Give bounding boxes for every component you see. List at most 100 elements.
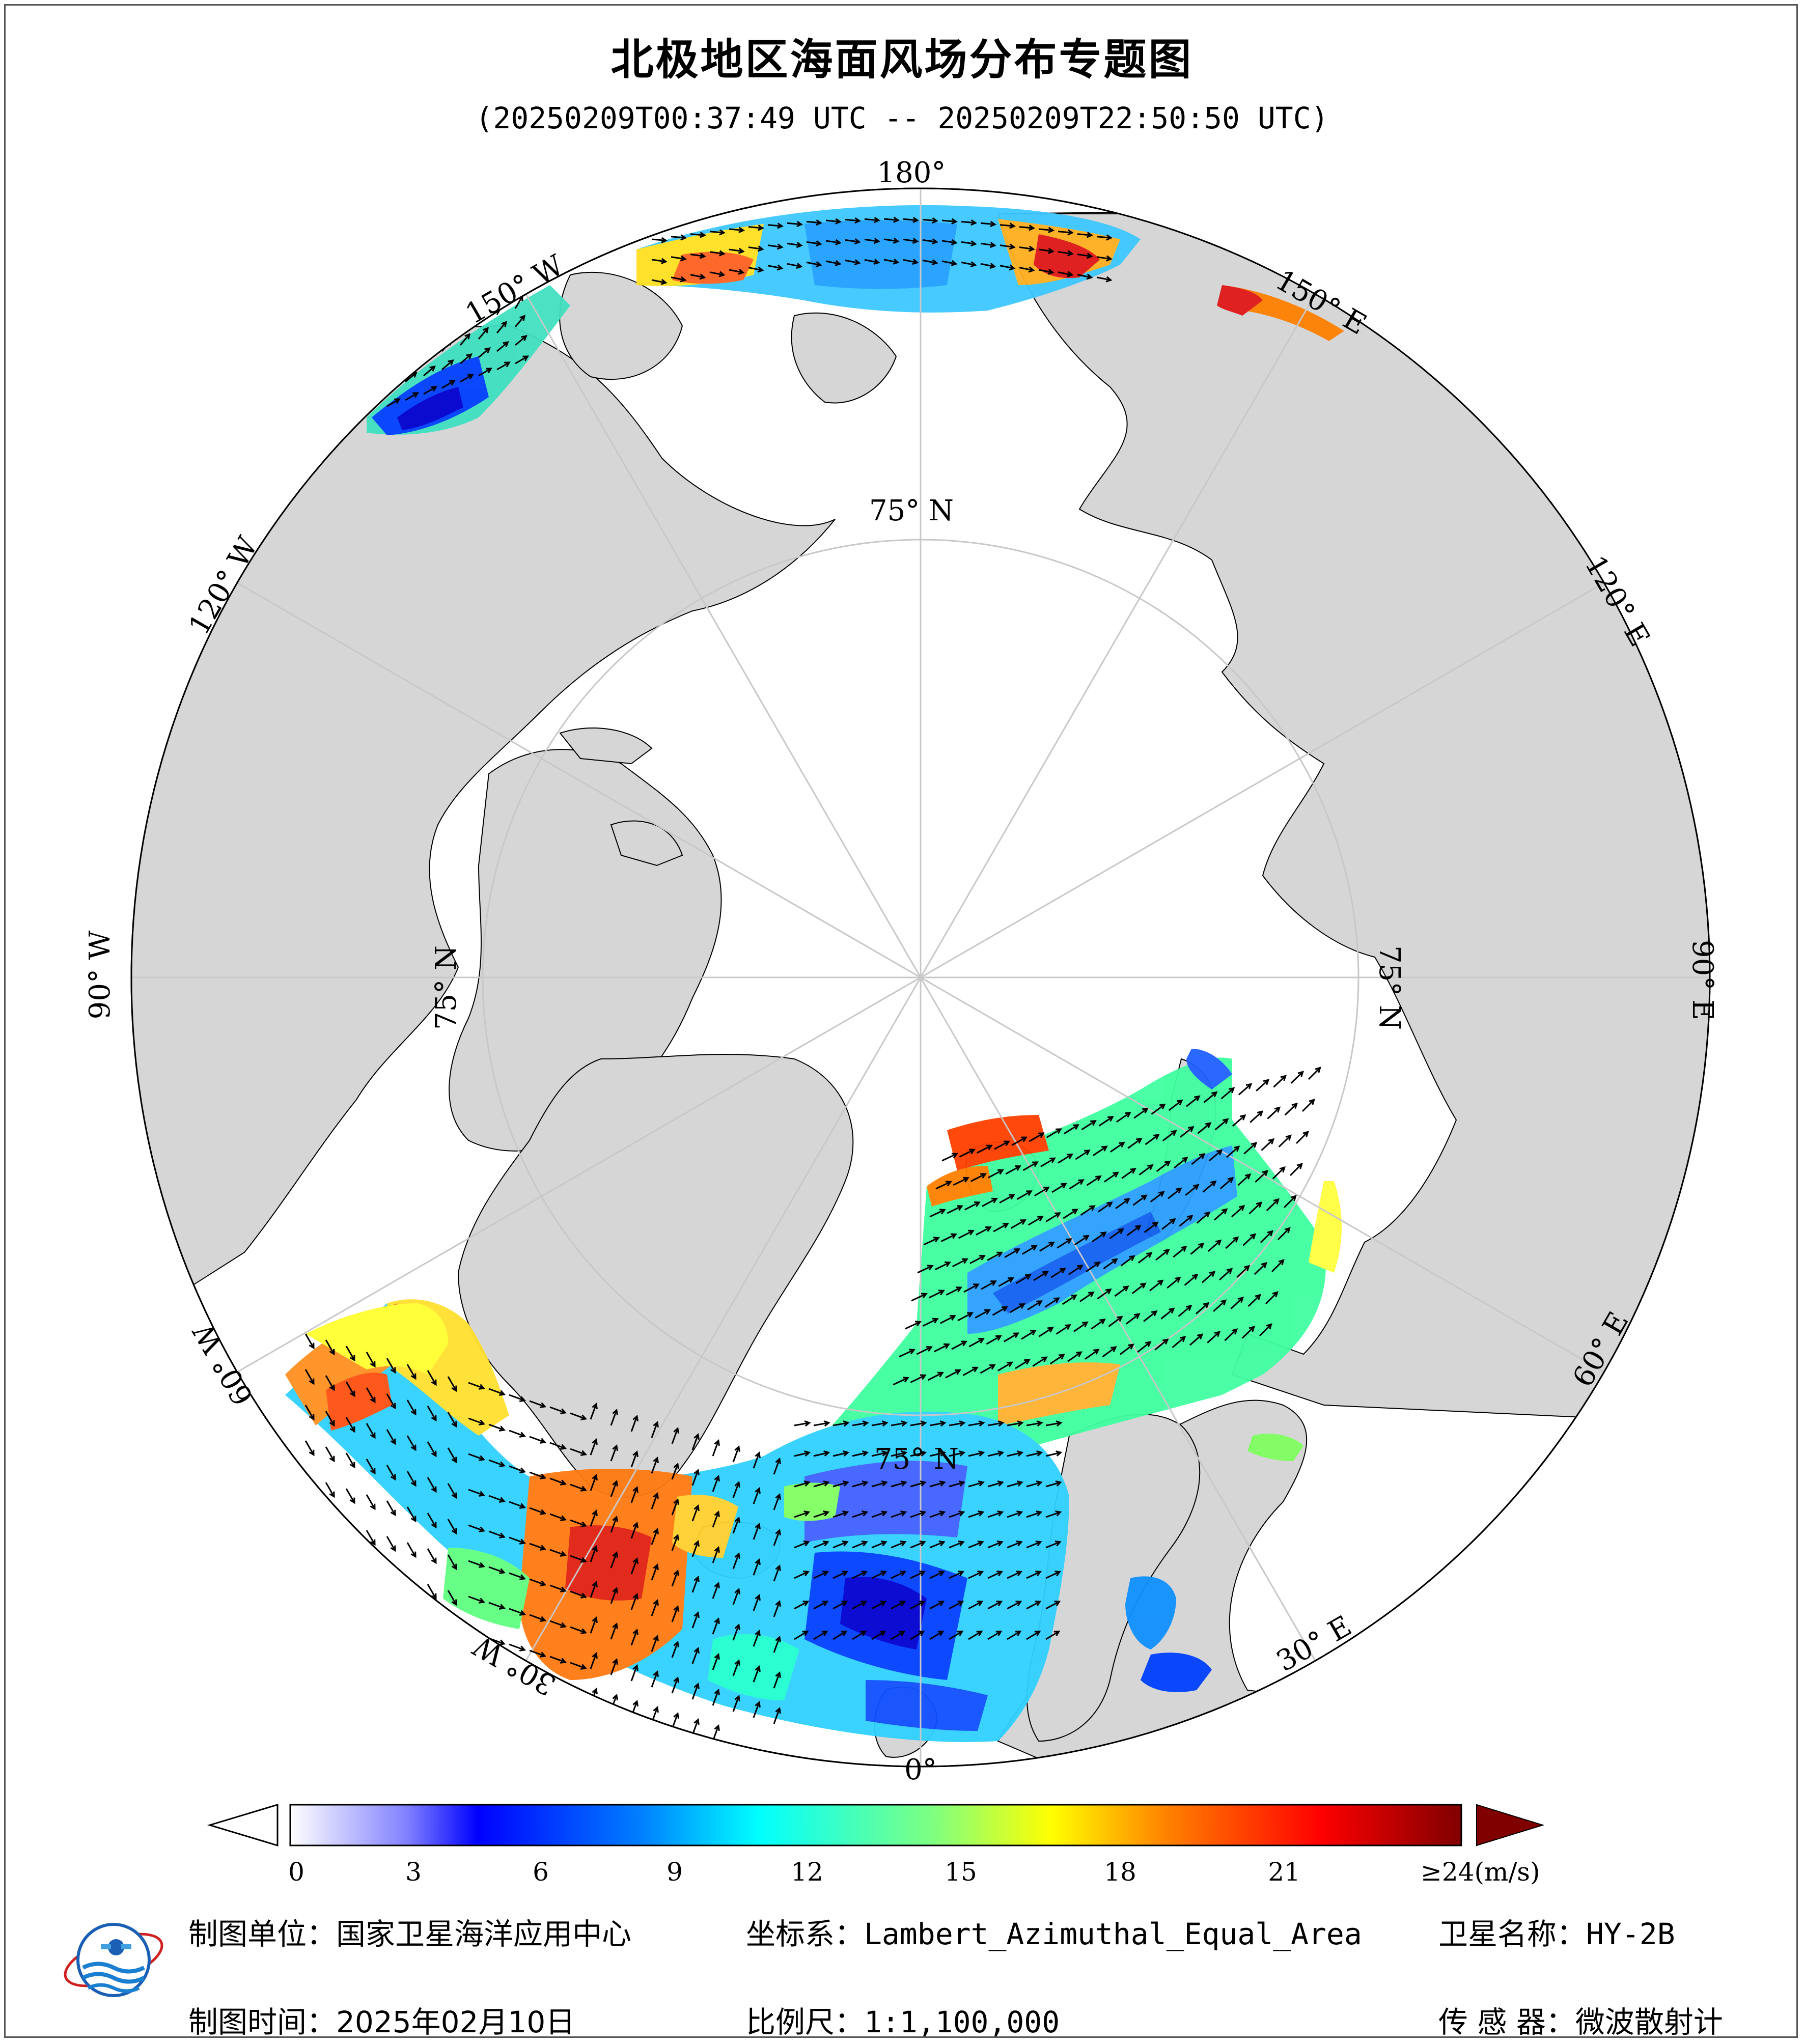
wind-arrow (1091, 1319, 1106, 1330)
wind-arrow (459, 313, 468, 327)
wind-arrow (1185, 1184, 1200, 1196)
wind-arrow (671, 255, 687, 262)
wind-arrow (1069, 1179, 1085, 1190)
wind-arrow (441, 359, 454, 371)
wind-arrow (939, 1315, 956, 1324)
wind-arrow (946, 1286, 962, 1296)
wind-arrow (949, 1510, 965, 1518)
wind-arrow (1019, 245, 1035, 252)
land-alaska (559, 271, 683, 380)
wind-arrow (1114, 1285, 1129, 1297)
wind-arrow (529, 1507, 547, 1515)
wind-arrow (813, 1541, 829, 1549)
wind-arrow (852, 1571, 868, 1579)
wind-arrow (549, 1442, 567, 1450)
wind-arrow (1110, 1141, 1125, 1153)
wind-arrow (304, 1583, 315, 1599)
wind-arrow (691, 1504, 700, 1522)
wind-arrow (366, 1565, 376, 1582)
wind-arrow (1026, 1601, 1042, 1610)
wind-arrow (460, 353, 473, 365)
wind-arrow (671, 1640, 679, 1658)
wind-arrow (845, 238, 861, 245)
wind-arrow (691, 1539, 700, 1557)
wind-arrow (1272, 1166, 1286, 1180)
wind-speed-field (285, 205, 1344, 1742)
colorbar-tick-24-value: ≥24 (1421, 1857, 1475, 1887)
wind-arrow (1133, 1107, 1149, 1119)
wind-arrow (1045, 1601, 1061, 1610)
label-75n-right: 75° N (1373, 945, 1406, 1030)
wind-arrow (515, 334, 528, 346)
wind-arrow (980, 1364, 996, 1374)
wind-arrow (987, 1630, 1003, 1640)
wind-arrow (671, 1605, 679, 1622)
wind-arrow (1145, 1134, 1160, 1145)
wind-arrow (509, 1608, 526, 1616)
wind-arrow (729, 227, 745, 233)
wind-arrow (304, 1440, 315, 1457)
wind-arrow (345, 1631, 355, 1647)
wind-arrow (459, 333, 471, 346)
wind-arrow (980, 241, 996, 248)
graticule (131, 188, 1710, 1767)
wind-arrow (1046, 1128, 1062, 1138)
wind-arrow (1058, 271, 1074, 277)
wind-arrow (753, 1629, 761, 1647)
wind-arrow (929, 1601, 945, 1610)
wind-arrow (1184, 1273, 1199, 1286)
footer-date-label: 制图时间： (188, 2005, 337, 2039)
wind-arrow (1238, 1083, 1253, 1096)
wind-arrow (570, 1412, 588, 1420)
wind-arrow (671, 1426, 679, 1444)
wind-arrow (690, 232, 707, 238)
wind-arrow (406, 1399, 417, 1416)
wind-arrow (1250, 1110, 1264, 1123)
wind-arrow (1045, 1510, 1062, 1518)
wind-arrow (1195, 1302, 1210, 1314)
wind-arrow (488, 1495, 506, 1503)
label-180: 180° (877, 156, 946, 189)
wind-arrow (1207, 1331, 1221, 1343)
wind-arrow (651, 1563, 659, 1581)
wind-arrow (1174, 1157, 1188, 1169)
wind-arrow (787, 263, 803, 269)
wind-arrow (610, 1586, 618, 1604)
wind-arrow (732, 1552, 740, 1570)
wind-arrow (813, 1420, 830, 1427)
wind-arrow (905, 1321, 922, 1330)
colorbar-gradient (289, 1804, 1462, 1846)
wind-arrow (987, 1450, 1005, 1457)
wind-arrow (427, 1513, 437, 1529)
wind-arrow (496, 361, 511, 371)
wind-arrow (1231, 1205, 1245, 1218)
wind-arrow (1259, 1323, 1272, 1337)
wind-arrow (1255, 1169, 1269, 1183)
label-90e: 90° E (1686, 940, 1719, 1020)
wind-arrow (748, 266, 764, 273)
wind-arrow (630, 1521, 639, 1539)
wind-arrow (509, 1430, 526, 1438)
wind-arrow (929, 1630, 945, 1640)
wind-arrow (922, 238, 938, 245)
wind-arrow (325, 1518, 335, 1534)
wind-arrow (651, 1599, 659, 1616)
wind-arrow (891, 1630, 906, 1640)
wind-arrow (806, 219, 823, 226)
wind-arrow (1057, 1238, 1072, 1249)
wind-arrow (1038, 1327, 1054, 1337)
wind-arrow (982, 1197, 998, 1207)
wind-arrow (910, 1630, 925, 1640)
wind-arrow (732, 1694, 740, 1712)
wind-arrow (1004, 1248, 1020, 1258)
wind-arrow (671, 234, 687, 241)
wind-arrow (773, 1457, 781, 1475)
wind-arrow (871, 1480, 888, 1488)
wind-arrow (832, 1510, 849, 1518)
wind-arrow (753, 1487, 761, 1504)
colorbar-tick-18: 18 (1104, 1857, 1136, 1887)
wind-arrow (891, 1450, 908, 1457)
wind-arrow (773, 1671, 781, 1689)
wind-arrow (1098, 1201, 1113, 1213)
wind-arrow (1098, 1115, 1114, 1127)
